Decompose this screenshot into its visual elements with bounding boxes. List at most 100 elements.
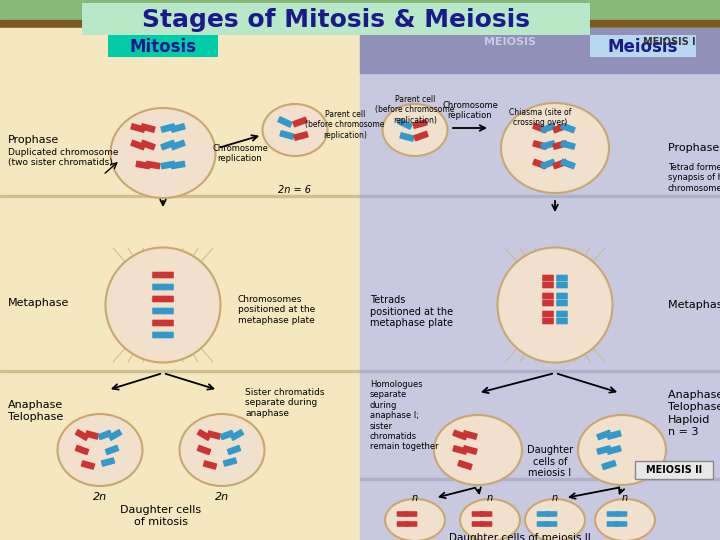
FancyBboxPatch shape bbox=[162, 296, 174, 302]
FancyBboxPatch shape bbox=[606, 445, 622, 455]
Text: Mitosis: Mitosis bbox=[130, 38, 197, 56]
FancyBboxPatch shape bbox=[462, 445, 478, 455]
Text: Haploid
n = 3: Haploid n = 3 bbox=[668, 415, 711, 437]
FancyBboxPatch shape bbox=[545, 521, 557, 527]
Bar bbox=[360, 370, 720, 372]
Bar bbox=[360, 478, 720, 480]
FancyBboxPatch shape bbox=[405, 521, 418, 527]
FancyBboxPatch shape bbox=[560, 159, 576, 170]
FancyBboxPatch shape bbox=[615, 511, 627, 517]
FancyBboxPatch shape bbox=[162, 308, 174, 314]
Ellipse shape bbox=[179, 414, 264, 486]
Text: n: n bbox=[622, 493, 628, 503]
FancyBboxPatch shape bbox=[197, 445, 211, 455]
Text: Metaphase I: Metaphase I bbox=[668, 300, 720, 310]
Bar bbox=[360, 28, 720, 73]
Text: Parent cell
(before chromosome
replication): Parent cell (before chromosome replicati… bbox=[305, 110, 384, 140]
Text: MEIOSIS: MEIOSIS bbox=[484, 37, 536, 47]
Text: 2n: 2n bbox=[215, 492, 229, 502]
FancyBboxPatch shape bbox=[230, 429, 244, 441]
FancyBboxPatch shape bbox=[75, 429, 89, 441]
FancyBboxPatch shape bbox=[162, 284, 174, 291]
Ellipse shape bbox=[498, 247, 613, 362]
FancyBboxPatch shape bbox=[130, 123, 145, 133]
Text: 2n = 6: 2n = 6 bbox=[279, 185, 312, 195]
FancyBboxPatch shape bbox=[532, 123, 548, 133]
FancyBboxPatch shape bbox=[615, 521, 627, 527]
FancyBboxPatch shape bbox=[452, 430, 468, 441]
FancyBboxPatch shape bbox=[552, 140, 568, 150]
Text: Parent cell
(before chromosome
replication): Parent cell (before chromosome replicati… bbox=[375, 95, 455, 125]
FancyBboxPatch shape bbox=[607, 511, 619, 517]
FancyBboxPatch shape bbox=[542, 310, 554, 318]
FancyBboxPatch shape bbox=[480, 521, 492, 527]
FancyBboxPatch shape bbox=[557, 275, 568, 281]
Text: n: n bbox=[552, 493, 558, 503]
FancyBboxPatch shape bbox=[135, 160, 150, 170]
FancyBboxPatch shape bbox=[472, 521, 485, 527]
Text: Metaphase: Metaphase bbox=[8, 298, 69, 308]
FancyBboxPatch shape bbox=[397, 521, 409, 527]
FancyBboxPatch shape bbox=[596, 430, 612, 441]
FancyBboxPatch shape bbox=[557, 318, 568, 325]
Bar bbox=[0, 195, 360, 197]
FancyBboxPatch shape bbox=[560, 123, 576, 133]
Ellipse shape bbox=[382, 104, 448, 156]
FancyBboxPatch shape bbox=[104, 445, 120, 455]
FancyBboxPatch shape bbox=[162, 320, 174, 326]
FancyBboxPatch shape bbox=[130, 140, 145, 151]
FancyBboxPatch shape bbox=[542, 318, 554, 325]
FancyBboxPatch shape bbox=[405, 511, 418, 517]
FancyBboxPatch shape bbox=[152, 332, 163, 338]
Text: Daughter cells
of mitosis: Daughter cells of mitosis bbox=[120, 505, 202, 526]
FancyBboxPatch shape bbox=[75, 445, 89, 455]
FancyBboxPatch shape bbox=[552, 159, 568, 170]
Text: Daughter cells of meiosis II: Daughter cells of meiosis II bbox=[449, 533, 591, 540]
FancyBboxPatch shape bbox=[557, 282, 568, 288]
Ellipse shape bbox=[578, 415, 666, 485]
Ellipse shape bbox=[385, 499, 445, 540]
FancyBboxPatch shape bbox=[220, 430, 234, 440]
Text: Chromosome
replication: Chromosome replication bbox=[212, 144, 268, 164]
FancyBboxPatch shape bbox=[607, 521, 619, 527]
Ellipse shape bbox=[106, 247, 220, 362]
FancyBboxPatch shape bbox=[161, 140, 176, 151]
FancyBboxPatch shape bbox=[101, 457, 115, 467]
FancyBboxPatch shape bbox=[472, 511, 485, 517]
FancyBboxPatch shape bbox=[222, 457, 238, 467]
Text: Anaphase
Telophase: Anaphase Telophase bbox=[8, 400, 63, 422]
Bar bbox=[0, 370, 360, 372]
Bar bbox=[0, 0, 720, 20]
Ellipse shape bbox=[525, 499, 585, 540]
Text: Prophase: Prophase bbox=[8, 135, 59, 145]
FancyBboxPatch shape bbox=[108, 429, 122, 441]
FancyBboxPatch shape bbox=[152, 284, 163, 291]
Text: Sister chromatids
separate during
anaphase: Sister chromatids separate during anapha… bbox=[245, 388, 325, 418]
FancyBboxPatch shape bbox=[145, 160, 161, 170]
Text: n: n bbox=[412, 493, 418, 503]
FancyBboxPatch shape bbox=[540, 123, 556, 133]
Text: n: n bbox=[487, 493, 493, 503]
FancyBboxPatch shape bbox=[540, 140, 556, 150]
FancyBboxPatch shape bbox=[560, 140, 576, 150]
FancyBboxPatch shape bbox=[635, 461, 713, 479]
Ellipse shape bbox=[501, 103, 609, 193]
FancyBboxPatch shape bbox=[601, 460, 617, 470]
FancyBboxPatch shape bbox=[170, 140, 186, 151]
Text: Daughter
cells of
meiosis I: Daughter cells of meiosis I bbox=[527, 445, 573, 478]
FancyBboxPatch shape bbox=[279, 130, 294, 140]
FancyBboxPatch shape bbox=[457, 460, 473, 470]
FancyBboxPatch shape bbox=[277, 116, 293, 128]
Text: Tetrad formed by
synapsis of homologous
chromosomes: Tetrad formed by synapsis of homologous … bbox=[668, 163, 720, 193]
FancyBboxPatch shape bbox=[557, 293, 568, 299]
FancyBboxPatch shape bbox=[140, 140, 156, 151]
FancyBboxPatch shape bbox=[108, 35, 218, 57]
FancyBboxPatch shape bbox=[152, 272, 163, 278]
Text: Chiasma (site of
crossing over): Chiasma (site of crossing over) bbox=[509, 108, 571, 127]
FancyBboxPatch shape bbox=[170, 123, 186, 133]
FancyBboxPatch shape bbox=[542, 282, 554, 288]
FancyBboxPatch shape bbox=[480, 511, 492, 517]
FancyBboxPatch shape bbox=[552, 123, 568, 133]
FancyBboxPatch shape bbox=[171, 160, 186, 170]
FancyBboxPatch shape bbox=[400, 132, 415, 142]
